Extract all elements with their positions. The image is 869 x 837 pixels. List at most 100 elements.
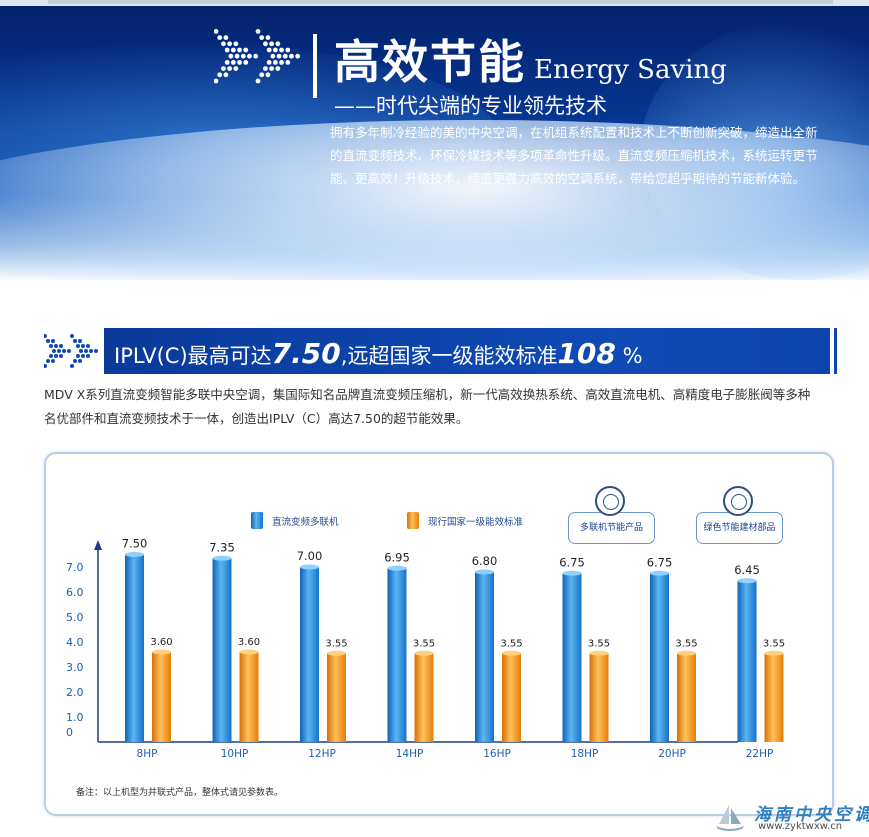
bar-top-orange <box>414 650 434 656</box>
bar-top-orange <box>502 650 521 656</box>
banner-title-cn: 高效节能 <box>334 35 526 89</box>
y-tick-label: 2.0 <box>66 686 84 699</box>
data-label: 6.95 <box>384 550 410 564</box>
legend-label: 直流变频多联机 <box>272 516 339 528</box>
certification-seal-icon <box>595 486 625 516</box>
data-label: 3.55 <box>325 638 347 649</box>
double-chevron-icon <box>214 29 301 84</box>
section-title-unit: % <box>622 344 643 368</box>
y-tick-label: 7.0 <box>66 561 84 574</box>
bar-orange <box>239 652 259 742</box>
section-title-percent: 108 <box>557 337 616 370</box>
bar-orange <box>414 653 434 742</box>
bar-top-blue <box>300 564 319 570</box>
data-label: 3.55 <box>588 638 610 649</box>
banner-subtitle: ——时代尖端的专业领先技术 <box>334 94 607 118</box>
intro-line: 的直流变频技术、环保冷媒技术等多项革命性升级。直流变频压缩机技术，系统运转更节 <box>330 148 818 163</box>
legend-label: 现行国家一级能效标准 <box>428 516 524 528</box>
bar-blue <box>737 580 757 742</box>
data-label: 6.45 <box>734 563 760 577</box>
data-label: 6.75 <box>647 555 673 569</box>
bar-orange <box>677 653 696 742</box>
watermark-url: www.zyktwxw.cn <box>758 821 843 832</box>
x-tick-label: 22HP <box>746 748 774 760</box>
watermark: 海南中央空调 www.zyktwxw.cn <box>712 800 869 834</box>
badge-label: 绿色节能建材部品 <box>703 523 776 533</box>
x-tick-label: 8HP <box>137 748 158 760</box>
legend-swatch-blue <box>251 512 263 529</box>
bar-top-blue <box>212 555 232 561</box>
data-label: 3.55 <box>500 638 522 649</box>
x-tick-label: 10HP <box>221 748 249 760</box>
data-label: 3.55 <box>763 638 785 649</box>
watermark-name: 海南中央空调 <box>754 805 869 825</box>
bar-orange <box>327 653 346 742</box>
title-divider <box>313 34 317 98</box>
bar-top-blue <box>650 570 669 576</box>
bar-blue <box>125 554 144 742</box>
bar-blue <box>562 573 582 742</box>
bar-orange <box>589 653 609 742</box>
bar-top-orange <box>327 650 346 656</box>
bar-blue <box>212 558 232 742</box>
section-title-bar: IPLV(C)最高可达7.50,远超国家一级能效标准108 % <box>104 328 834 374</box>
bar-blue <box>300 567 319 742</box>
section-title-middle: ,远超国家一级能效标准 <box>340 344 558 368</box>
certification-badge-green: 绿色节能建材部品 <box>696 486 783 544</box>
x-tick-label: 16HP <box>483 748 511 760</box>
legend-swatch-orange <box>407 512 419 529</box>
section-chevron-icon <box>44 334 98 368</box>
x-tick-label: 20HP <box>658 748 686 760</box>
bar-chart: 0 1.0 2.0 3.0 4.0 5.0 6.0 7.0 7.50 3.60 8HP 7.35 3.6… <box>66 512 785 760</box>
y-tick-label: 0 <box>66 726 73 739</box>
data-label: 7.00 <box>297 549 323 563</box>
y-axis-arrow <box>94 540 102 550</box>
bar-top-blue <box>125 552 144 557</box>
bar-blue <box>650 573 669 742</box>
top-strip <box>0 0 869 6</box>
sailboat-logo-icon <box>716 805 744 831</box>
bar-top-orange <box>764 650 784 656</box>
bar-top-blue <box>562 570 582 576</box>
bar-top-blue <box>737 578 757 584</box>
banner-intro: 拥有多年制冷经验的美的中央空调，在机组系统配置和技术上不断创新突破，缔造出全新 … <box>330 121 850 190</box>
desc-line: MDV X系列直流变频智能多联中央空调，集国际知名品牌直流变频压缩机，新一代高效… <box>44 387 811 402</box>
data-label: 7.50 <box>122 537 148 551</box>
data-label: 7.35 <box>209 540 235 554</box>
bar-orange <box>152 652 171 742</box>
bar-orange <box>764 653 784 742</box>
bar-blue <box>475 572 494 742</box>
y-tick-label: 1.0 <box>66 711 84 724</box>
badge-label: 多联机节能产品 <box>579 523 643 533</box>
banner-title-en: Energy Saving <box>534 55 727 85</box>
footnote: 备注：以上机型为并联式产品，整体式请见参数表。 <box>76 788 284 798</box>
section-title-prefix: IPLV(C)最高可达 <box>114 344 272 368</box>
x-tick-label: 18HP <box>571 748 599 760</box>
section-title: IPLV(C)最高可达7.50,远超国家一级能效标准108 % <box>114 337 643 370</box>
banner-wave <box>0 120 869 280</box>
y-tick-label: 6.0 <box>66 586 84 599</box>
bar-top-orange <box>239 649 259 655</box>
data-label: 3.60 <box>238 637 260 648</box>
y-tick-label: 4.0 <box>66 636 84 649</box>
hero-banner: 高效节能 Energy Saving ——时代尖端的专业领先技术 拥有多年制冷经验… <box>0 0 869 280</box>
chart-panel: 0 1.0 2.0 3.0 4.0 5.0 6.0 7.0 7.50 3.60 8HP 7.35 3.6… <box>44 452 834 816</box>
data-label: 3.60 <box>150 637 172 648</box>
banner-title: 高效节能 Energy Saving <box>334 26 727 92</box>
data-label: 3.55 <box>675 638 697 649</box>
certification-badge-energy: 多联机节能产品 <box>568 486 655 544</box>
green-seal-icon <box>723 486 753 516</box>
intro-line: 能、更高效！升级技术，缔造更强力高效的空调系统，带给您超乎期待的节能新体验。 <box>330 171 806 186</box>
data-label: 6.75 <box>559 555 585 569</box>
bar-top-blue <box>387 565 407 571</box>
data-label: 3.55 <box>413 638 435 649</box>
intro-line: 拥有多年制冷经验的美的中央空调，在机组系统配置和技术上不断创新突破，缔造出全新 <box>330 125 818 140</box>
bar-top-orange <box>589 650 609 656</box>
bar-top-orange <box>152 649 171 655</box>
y-tick-label: 3.0 <box>66 661 84 674</box>
bar-blue <box>387 568 407 742</box>
bar-orange <box>502 653 521 742</box>
section-title-value: 7.50 <box>271 337 341 370</box>
desc-line: 名优部件和直流变频技术于一体，创造出IPLV（C）高达7.50的超节能效果。 <box>44 411 469 426</box>
data-label: 6.80 <box>472 554 498 568</box>
